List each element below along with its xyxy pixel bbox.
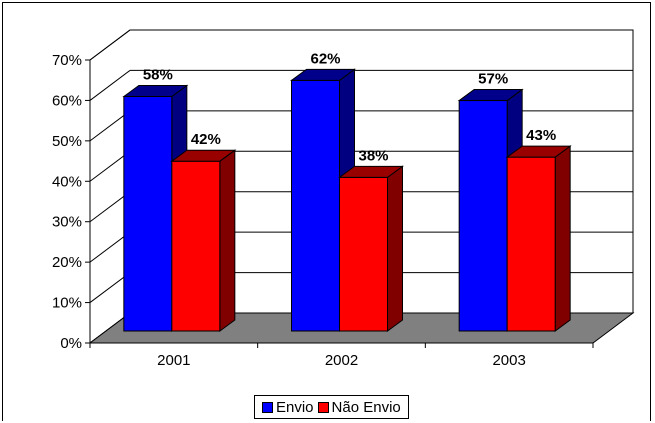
bar-n-o-envio-2001 bbox=[170, 149, 237, 332]
bar-front bbox=[458, 100, 508, 332]
y-tick-label: 20% bbox=[52, 254, 82, 271]
bar-side bbox=[219, 149, 236, 332]
data-label: 57% bbox=[478, 71, 508, 88]
bar-top bbox=[122, 85, 189, 98]
y-tick-label: 10% bbox=[52, 295, 82, 312]
y-tick-label: 40% bbox=[52, 173, 82, 190]
axes bbox=[89, 60, 593, 344]
y-tick-label: 70% bbox=[52, 52, 82, 69]
bar-front bbox=[339, 176, 388, 332]
bars bbox=[122, 68, 572, 332]
legend-label-envio: Envio bbox=[276, 398, 314, 416]
data-label: 58% bbox=[143, 67, 173, 84]
data-labels: 58% 42% 62% 38% 57% 43% bbox=[143, 50, 556, 164]
legend-swatch-envio bbox=[262, 401, 273, 413]
y-tick-label: 60% bbox=[52, 92, 82, 109]
bar-front bbox=[291, 79, 340, 332]
bar-front bbox=[123, 96, 173, 332]
bar-n-o-envio-2002 bbox=[337, 165, 405, 332]
data-label: 38% bbox=[358, 147, 388, 164]
bar-front bbox=[506, 156, 556, 332]
gridline-side bbox=[89, 110, 131, 142]
bar-n-o-envio-2003 bbox=[505, 145, 572, 332]
bar-top bbox=[457, 89, 524, 102]
bar-front bbox=[171, 160, 221, 332]
x-tick-label: 2003 bbox=[492, 352, 525, 369]
gridline-side bbox=[89, 191, 131, 223]
legend-item-nao-envio: Não Envio bbox=[317, 398, 401, 416]
gridline-side bbox=[89, 70, 131, 101]
data-label: 62% bbox=[310, 50, 340, 67]
legend-item-envio: Envio bbox=[262, 399, 314, 416]
bar-top bbox=[337, 165, 405, 178]
bar-top bbox=[505, 145, 572, 158]
gridline-side bbox=[89, 150, 131, 182]
legend: Envio Não Envio bbox=[254, 395, 409, 419]
bar-side bbox=[554, 145, 571, 332]
bar-side bbox=[387, 165, 403, 332]
bar-top bbox=[289, 68, 357, 81]
y-tick-label: 50% bbox=[52, 133, 82, 150]
legend-swatch-nao-envio bbox=[317, 401, 329, 413]
gridline-side bbox=[89, 29, 131, 61]
y-axis-ticks: 0% 10% 20% 30% 40% 50% 60% 70% bbox=[52, 52, 90, 352]
data-label: 43% bbox=[526, 127, 556, 144]
data-label: 42% bbox=[191, 131, 221, 148]
x-tick-label: 2001 bbox=[157, 352, 190, 369]
x-tick-label: 2002 bbox=[325, 352, 358, 369]
x-axis-ticks: 2001 2002 2003 bbox=[89, 343, 594, 369]
gridline-side bbox=[89, 231, 131, 263]
gridline-side bbox=[89, 272, 131, 303]
bar-top bbox=[170, 149, 237, 162]
y-tick-label: 30% bbox=[52, 214, 82, 231]
legend-label-nao-envio: Não Envio bbox=[331, 398, 401, 416]
y-tick-label: 0% bbox=[60, 335, 82, 352]
